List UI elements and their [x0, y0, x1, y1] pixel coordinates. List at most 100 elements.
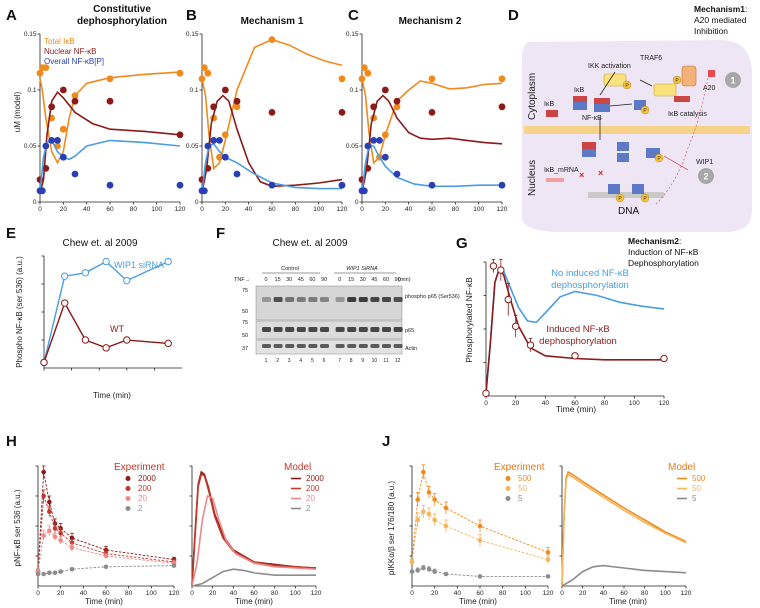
nuclear-nfkb-phospho [646, 148, 660, 158]
ikk-complex-active [653, 83, 677, 97]
panel-letter-b: B [186, 7, 197, 24]
h-experiment-series-3-connector [38, 565, 175, 575]
j-model-legend-label: 50 [692, 484, 701, 493]
c-x-tick-label: 40 [405, 206, 413, 213]
traf6-shape [681, 65, 697, 87]
a-series-1-point [48, 103, 56, 111]
band-p65 [273, 327, 283, 332]
legend-overall-nfkb-p: Overall NF-κB[P] [44, 57, 104, 66]
e-series-1-connector [43, 301, 169, 363]
h-experiment-x-tick-label: 40 [80, 590, 88, 597]
band-actin [296, 344, 306, 348]
h-experiment-series-0-point [41, 469, 46, 475]
j-experiment-series-2-point [477, 574, 483, 579]
h-experiment-series-3-point [58, 569, 63, 574]
h-experiment-series-0-point [47, 499, 52, 505]
j-experiment-series-2-point [409, 569, 415, 574]
mechanism2-bold: Mechanism2 [628, 236, 679, 246]
h-experiment-series-1-connector [37, 495, 175, 572]
c-series-0-point [358, 75, 366, 83]
j-model-x-tick-label: 120 [681, 590, 692, 597]
blot-time-label: 60 [383, 277, 389, 283]
panel-h-ylabel: pNF-κB ser 536 (a.u.) [13, 489, 22, 566]
j-experiment-series-0-point [426, 490, 432, 495]
j-exp-legend-marker [505, 476, 511, 481]
h-model-series-2-line [191, 494, 317, 587]
b-x-tick-label: 20 [222, 206, 230, 213]
panel-e-ylabel: Phospho NF-κB (ser 536) (a.u.) [15, 256, 24, 368]
band-actin [335, 344, 345, 348]
c-y-tick-label: 0.15 [346, 31, 359, 38]
g-x-tick-label: 40 [542, 400, 550, 407]
ikk-p-badge [622, 80, 632, 90]
h-exp-legend-marker [125, 506, 131, 511]
g-x-tick-label: 120 [659, 400, 670, 407]
band-p65 [262, 327, 271, 332]
j-model-x-tick-label: 20 [579, 590, 587, 597]
g-x-tick-label: 20 [512, 400, 520, 407]
h-experiment-series-1-point [41, 493, 46, 499]
a-series-2-point [106, 181, 114, 189]
band-phospho-p65 [347, 297, 357, 302]
mw-75-bottom: 75 [242, 320, 248, 326]
band-p65 [285, 327, 295, 332]
label-ikb-catalysis: IκB catalysis [668, 111, 707, 118]
label-tnf: TNF→ [234, 277, 250, 283]
panel-e-label-wip1: WIP1 siRNA [114, 260, 164, 270]
band-p65 [347, 327, 357, 332]
arrow-ikk-activation [639, 79, 653, 87]
nuclear-ikb-shape [582, 142, 596, 149]
dna-strand [588, 192, 664, 198]
j-experiment-series-2-point [426, 566, 432, 572]
band-p65 [370, 327, 380, 332]
panel-j-exp-xlabel: Time (min) [459, 597, 497, 606]
blot-lane-number: 6 [323, 358, 326, 364]
j-exp-legend-marker [505, 486, 511, 491]
b-y-tick-label: 0.1 [189, 87, 198, 94]
blot-bands [262, 297, 403, 348]
c-series-0-point [381, 131, 389, 139]
g-series-1-point [489, 262, 498, 270]
b-series-1-point [204, 165, 212, 172]
j-experiment-series-2-connector [411, 567, 548, 577]
blot-time-label: 30 [360, 277, 366, 283]
h-exp-legend-label: 20 [138, 494, 147, 503]
mechanism1-line3: Inhibition [694, 26, 728, 36]
e-series-1-point [164, 339, 172, 348]
h-model-x-tick-label: 20 [209, 590, 217, 597]
b-series-1-point [233, 97, 241, 105]
blot-time-labels: 0 15 30 45 60 90 0 15 30 45 60 90 [264, 277, 400, 283]
g-x-tick-label: 60 [571, 400, 579, 407]
a-series-0-point [106, 75, 114, 83]
h-experiment-x-tick-label: 120 [169, 590, 180, 597]
a20-shape [708, 70, 715, 77]
j-experiment-series-0-point [432, 497, 437, 502]
c-series-0-point [393, 103, 401, 111]
h-model-x-tick-label: 0 [190, 590, 194, 597]
panel-a-title-line1: Constitutive [93, 4, 151, 15]
panel-j-ylabel: pIKKα/β ser 176/180 (a.u.) [387, 481, 396, 576]
band-actin [382, 344, 391, 348]
band-actin [308, 344, 318, 348]
a-series-1-point [176, 131, 184, 139]
panel-f-title: Chew et. al 2009 [272, 238, 347, 249]
b-series-0-point [221, 131, 229, 139]
nuclear-p-badge [654, 153, 664, 163]
b-x-tick-label: 60 [268, 206, 276, 213]
h-model-x-tick-label: 40 [230, 590, 238, 597]
j-experiment-series-0-point [545, 550, 551, 555]
e-series-1-point [60, 299, 69, 307]
b-series-2-point [338, 181, 346, 189]
blot-time-label: 0 [264, 277, 267, 283]
b-series-0-point [198, 75, 206, 83]
j-model-series-2-line [561, 564, 687, 587]
band-actin [393, 344, 403, 348]
mechanism1-bold: Mechanism1 [694, 4, 745, 14]
panel-h-exp-xlabel: Time (min) [85, 597, 123, 606]
j-experiment-series-0-point [477, 523, 483, 529]
band-phospho-p65 [393, 297, 403, 302]
a-x-tick-label: 20 [60, 206, 68, 213]
e-series-1-point [123, 336, 131, 344]
a-y-tick-label: 0.05 [24, 143, 37, 150]
a-series-2-point [54, 137, 61, 144]
